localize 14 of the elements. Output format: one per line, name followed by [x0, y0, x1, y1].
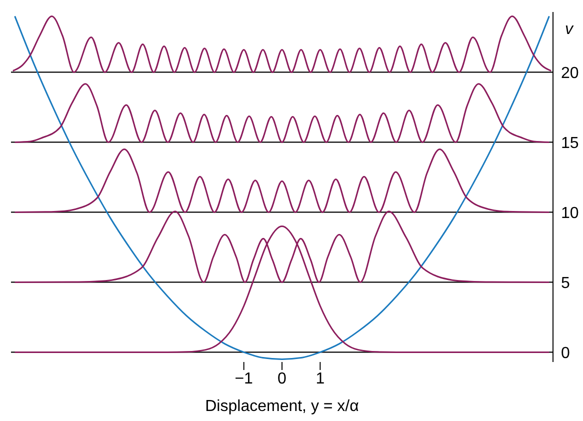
y-tick-label: 20: [561, 64, 579, 82]
y-tick-label: 15: [561, 134, 579, 152]
x-axis-title: Displacement, y = x/α: [205, 398, 359, 415]
y-tick-label: 10: [561, 204, 579, 222]
y-tick-label: 5: [561, 274, 570, 292]
x-tick-label: −1: [234, 370, 254, 388]
y-tick-label: 0: [561, 344, 570, 362]
x-tick-label: 1: [316, 370, 325, 388]
line-series: [14, 83, 550, 143]
x-tick-label: 0: [278, 370, 287, 388]
line-series: [12, 15, 552, 73]
line-series: [14, 148, 550, 213]
y-axis-title: v: [565, 21, 574, 38]
line-series: [14, 15, 550, 360]
